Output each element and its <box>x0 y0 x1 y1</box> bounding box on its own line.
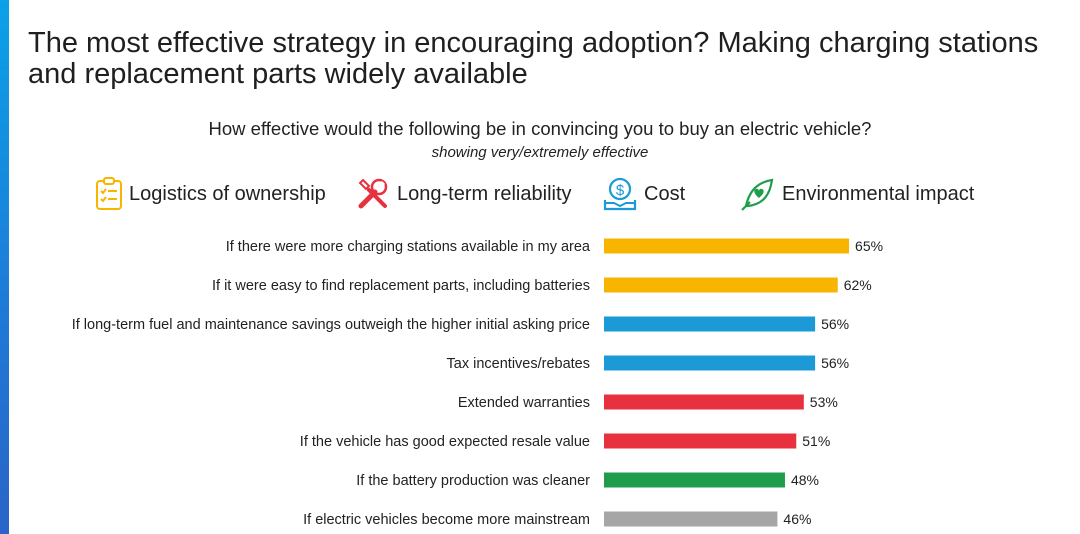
bar <box>604 238 850 254</box>
chart-title: The most effective strategy in encouragi… <box>28 27 1039 90</box>
category-label: If there were more charging stations ava… <box>226 239 591 255</box>
category-label: If it were easy to find replacement part… <box>212 278 590 294</box>
bar <box>604 355 816 371</box>
bar <box>604 316 816 332</box>
svg-text:$: $ <box>616 182 625 199</box>
data-label: 48% <box>791 472 819 488</box>
chart-subtitle: showing very/extremely effective <box>431 144 649 161</box>
category-label: If the vehicle has good expected resale … <box>300 434 590 450</box>
bar <box>604 277 838 293</box>
legend-label: Long-term reliability <box>397 182 572 205</box>
data-label: 51% <box>802 433 830 449</box>
legend-label: Environmental impact <box>782 182 975 205</box>
clipboard-checklist-icon <box>96 177 122 210</box>
data-label: 56% <box>821 355 849 371</box>
legend-item-logistics: Logistics of ownership <box>95 176 326 212</box>
category-label: If the battery production was cleaner <box>356 473 590 489</box>
legend-item-reliability: Long-term reliability <box>355 176 572 212</box>
data-label: 46% <box>783 511 811 527</box>
legend: Logistics of ownership Long-term reliabi… <box>0 176 1080 214</box>
money-hand-icon: $ <box>603 177 637 211</box>
heart-leaf-icon <box>741 178 774 211</box>
legend-label: Logistics of ownership <box>129 182 326 205</box>
bar <box>604 433 797 449</box>
accent-stripe <box>0 0 9 534</box>
legend-label: Cost <box>644 182 686 205</box>
legend-item-cost: $ Cost <box>602 176 685 212</box>
survey-question: How effective would the following be in … <box>208 118 872 139</box>
data-label: 65% <box>855 238 883 254</box>
data-label: 62% <box>844 277 872 293</box>
bar-chart: If there were more charging stations ava… <box>72 238 883 528</box>
category-label: If electric vehicles become more mainstr… <box>303 512 590 528</box>
bar <box>604 511 778 527</box>
data-label: 53% <box>810 394 838 410</box>
category-label: Tax incentives/rebates <box>447 356 590 372</box>
category-label: If long-term fuel and maintenance saving… <box>72 317 590 333</box>
bar <box>604 472 785 488</box>
category-label: Extended warranties <box>458 395 590 411</box>
data-label: 56% <box>821 316 849 332</box>
legend-item-environment: Environmental impact <box>740 176 974 212</box>
wrench-screwdriver-icon <box>358 178 388 209</box>
bar <box>604 394 804 410</box>
